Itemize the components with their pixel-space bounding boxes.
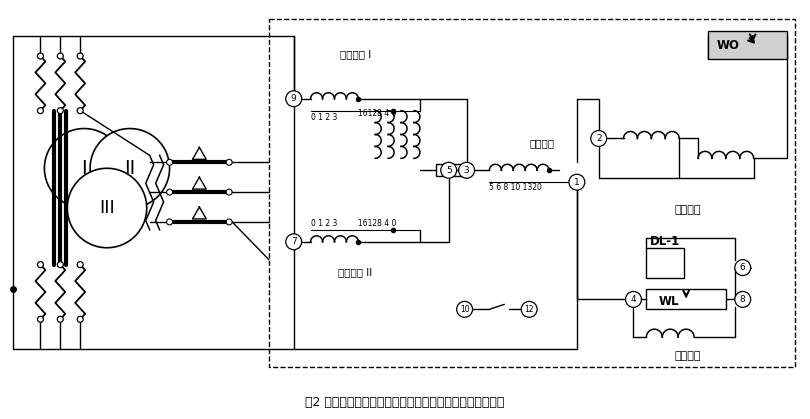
- Text: III: III: [99, 199, 115, 217]
- Text: I: I: [81, 159, 87, 178]
- Text: 16128 4 0: 16128 4 0: [358, 109, 397, 118]
- Bar: [646, 248, 684, 277]
- Text: 10: 10: [460, 305, 470, 314]
- Circle shape: [77, 53, 83, 59]
- Text: 6: 6: [740, 263, 746, 272]
- Circle shape: [226, 159, 232, 165]
- Circle shape: [226, 219, 232, 225]
- Circle shape: [735, 292, 751, 308]
- Bar: [436, 164, 462, 176]
- Circle shape: [90, 129, 169, 208]
- Text: 9: 9: [291, 94, 296, 103]
- Circle shape: [58, 316, 63, 322]
- Circle shape: [286, 234, 301, 250]
- Text: 8: 8: [740, 295, 746, 304]
- Text: 1: 1: [574, 178, 580, 187]
- Circle shape: [37, 261, 44, 268]
- Text: 工作绕組: 工作绕組: [529, 138, 554, 148]
- Circle shape: [67, 168, 147, 248]
- Circle shape: [37, 53, 44, 59]
- Text: 平衡绕組 II: 平衡绕組 II: [339, 268, 373, 278]
- Circle shape: [167, 189, 173, 195]
- Bar: [646, 290, 726, 309]
- Circle shape: [458, 162, 475, 178]
- Text: 二次绕組: 二次绕組: [675, 351, 701, 361]
- Text: 16128 4 0: 16128 4 0: [358, 219, 397, 228]
- Text: DL-1: DL-1: [650, 235, 680, 248]
- Text: 5: 5: [446, 166, 452, 175]
- Text: 5 6 8 10 1320: 5 6 8 10 1320: [489, 183, 543, 192]
- Text: WL: WL: [659, 295, 679, 308]
- Circle shape: [226, 189, 232, 195]
- Circle shape: [625, 292, 642, 308]
- Text: WO: WO: [716, 39, 740, 52]
- Text: 2: 2: [596, 134, 602, 143]
- Bar: [269, 19, 795, 367]
- Circle shape: [37, 108, 44, 114]
- Text: 0 1 2 3: 0 1 2 3: [310, 113, 337, 122]
- Text: 12: 12: [524, 305, 534, 314]
- Circle shape: [590, 131, 607, 146]
- Circle shape: [77, 316, 83, 322]
- Circle shape: [521, 301, 537, 317]
- Circle shape: [77, 108, 83, 114]
- Text: 7: 7: [291, 237, 296, 246]
- Circle shape: [457, 301, 472, 317]
- Circle shape: [167, 219, 173, 225]
- Circle shape: [58, 108, 63, 114]
- Text: 图2 继电器内部接线及保护三绕组电力变压器的原理接线图: 图2 继电器内部接线及保护三绕组电力变压器的原理接线图: [305, 396, 505, 409]
- Bar: [708, 31, 787, 59]
- Text: 4: 4: [631, 295, 637, 304]
- Text: 短路绕組: 短路绕組: [675, 205, 701, 215]
- Circle shape: [45, 129, 124, 208]
- Circle shape: [58, 261, 63, 268]
- Circle shape: [58, 53, 63, 59]
- Text: II: II: [124, 159, 135, 178]
- Text: 3: 3: [463, 166, 470, 175]
- Circle shape: [735, 260, 751, 276]
- Circle shape: [37, 316, 44, 322]
- Circle shape: [286, 91, 301, 107]
- Text: 平衡绕組 I: 平衡绕組 I: [339, 49, 371, 59]
- Circle shape: [77, 261, 83, 268]
- Circle shape: [441, 162, 457, 178]
- Circle shape: [167, 159, 173, 165]
- Text: 0 1 2 3: 0 1 2 3: [310, 219, 337, 228]
- Circle shape: [569, 174, 585, 190]
